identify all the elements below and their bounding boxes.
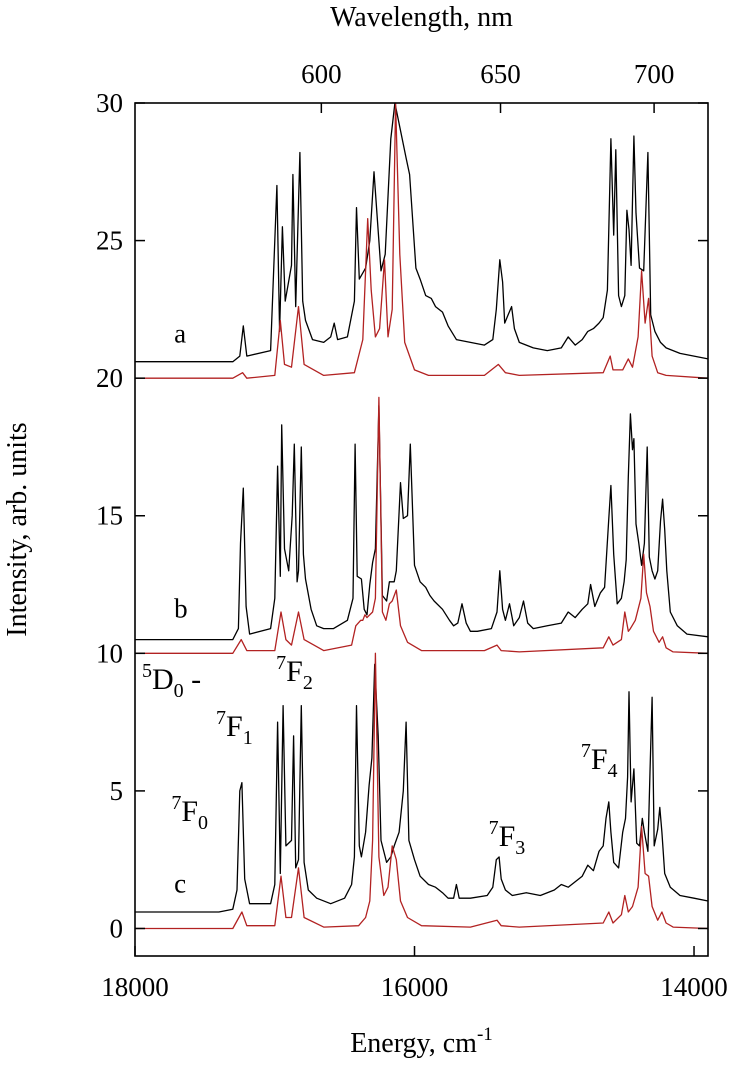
transition-label: 5D0 - [142,660,201,702]
transition-label: 7F3 [489,817,526,859]
curve-label-c: c [174,869,186,899]
series-line-3 [135,405,709,641]
x-tick-label: 16000 [381,972,449,1002]
series-line-1 [135,102,709,363]
curve-label-b: b [174,594,188,624]
transition-label: 7F2 [276,652,313,694]
x-axis-title: Energy, cm-1 [350,1024,493,1059]
labels-layer: a b c 5D0 - 7F1 7F2 7F0 7F3 7F4 [142,318,618,898]
x-axis-title-sup: -1 [477,1024,493,1045]
plot-frame [134,102,709,957]
ticks-layer: 0 5 10 15 20 25 30 18000 16000 14000 600 650 700 [96,59,728,1002]
y-tick-label: 20 [96,363,123,393]
y-tick-label: 5 [110,776,124,806]
transition-label: 7F4 [581,740,618,782]
series-line-2 [135,102,709,379]
series-line-4 [135,396,709,654]
y-tick-label: 25 [96,226,123,256]
x-axis-title-main: Energy, cm [350,1028,477,1059]
series-layer [135,102,709,930]
x-tick-label: 14000 [660,972,728,1002]
series-line-6 [135,652,709,930]
transition-label: 7F0 [171,792,208,834]
series-line-5 [135,663,709,913]
x2-tick-label: 650 [480,59,521,89]
transition-label: 7F1 [216,707,253,749]
curve-label-a: a [174,318,186,348]
y-tick-label: 0 [110,913,124,943]
y-tick-label: 15 [96,501,123,531]
x2-tick-label: 600 [301,59,342,89]
y-tick-label: 30 [96,88,123,118]
top-axis-title: Wavelength, nm [330,2,513,33]
x-tick-label: 18000 [101,972,169,1002]
y-axis-title: Intensity, arb. units [2,422,33,636]
x2-tick-label: 700 [634,59,675,89]
y-tick-label: 10 [96,638,123,668]
